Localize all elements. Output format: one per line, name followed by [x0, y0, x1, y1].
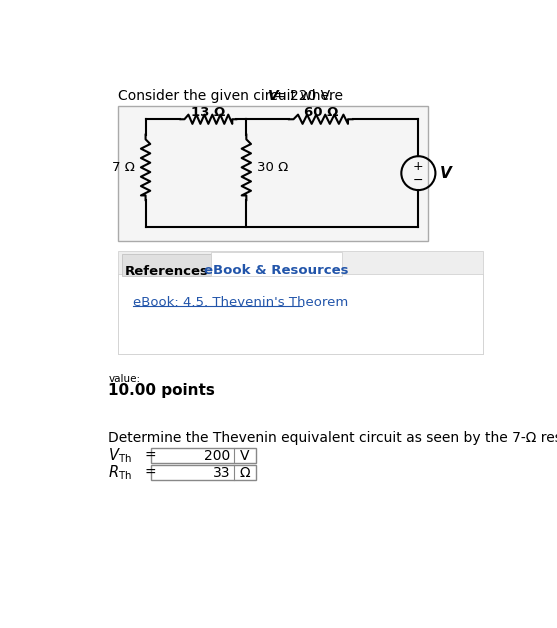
Text: Ω: Ω — [240, 466, 250, 480]
FancyBboxPatch shape — [119, 251, 483, 354]
FancyBboxPatch shape — [151, 448, 256, 463]
Text: $R_{\mathrm{Th}}$: $R_{\mathrm{Th}}$ — [109, 463, 133, 482]
Text: 60 Ω: 60 Ω — [304, 106, 338, 119]
Text: 10.00 points: 10.00 points — [109, 383, 215, 398]
Text: −: − — [413, 173, 424, 187]
Text: =: = — [145, 466, 157, 480]
Text: 30 Ω: 30 Ω — [257, 161, 289, 174]
Text: V: V — [268, 89, 278, 103]
Text: Determine the Thevenin equivalent circuit as seen by the 7-Ω resistor.: Determine the Thevenin equivalent circui… — [109, 431, 557, 445]
Text: =: = — [145, 449, 157, 463]
Text: eBook & Resources: eBook & Resources — [204, 264, 349, 277]
FancyBboxPatch shape — [119, 274, 483, 354]
Text: V: V — [240, 449, 250, 463]
FancyBboxPatch shape — [151, 465, 256, 480]
Text: eBook: 4.5. Thevenin's Theorem: eBook: 4.5. Thevenin's Theorem — [133, 296, 349, 308]
Text: Consider the given circuit where: Consider the given circuit where — [119, 89, 348, 103]
Text: $V_{\mathrm{Th}}$: $V_{\mathrm{Th}}$ — [109, 447, 132, 465]
Text: V: V — [440, 166, 452, 181]
Text: value:: value: — [109, 374, 140, 384]
Text: 33: 33 — [213, 466, 230, 480]
Text: +: + — [413, 160, 424, 173]
Text: References: References — [125, 265, 208, 278]
Text: 13 Ω: 13 Ω — [191, 106, 226, 119]
FancyBboxPatch shape — [119, 106, 428, 241]
FancyBboxPatch shape — [123, 254, 212, 276]
Text: = 220 V.: = 220 V. — [274, 89, 333, 103]
Text: 7 Ω: 7 Ω — [112, 161, 135, 174]
FancyBboxPatch shape — [212, 252, 341, 276]
Text: 200: 200 — [204, 449, 230, 463]
